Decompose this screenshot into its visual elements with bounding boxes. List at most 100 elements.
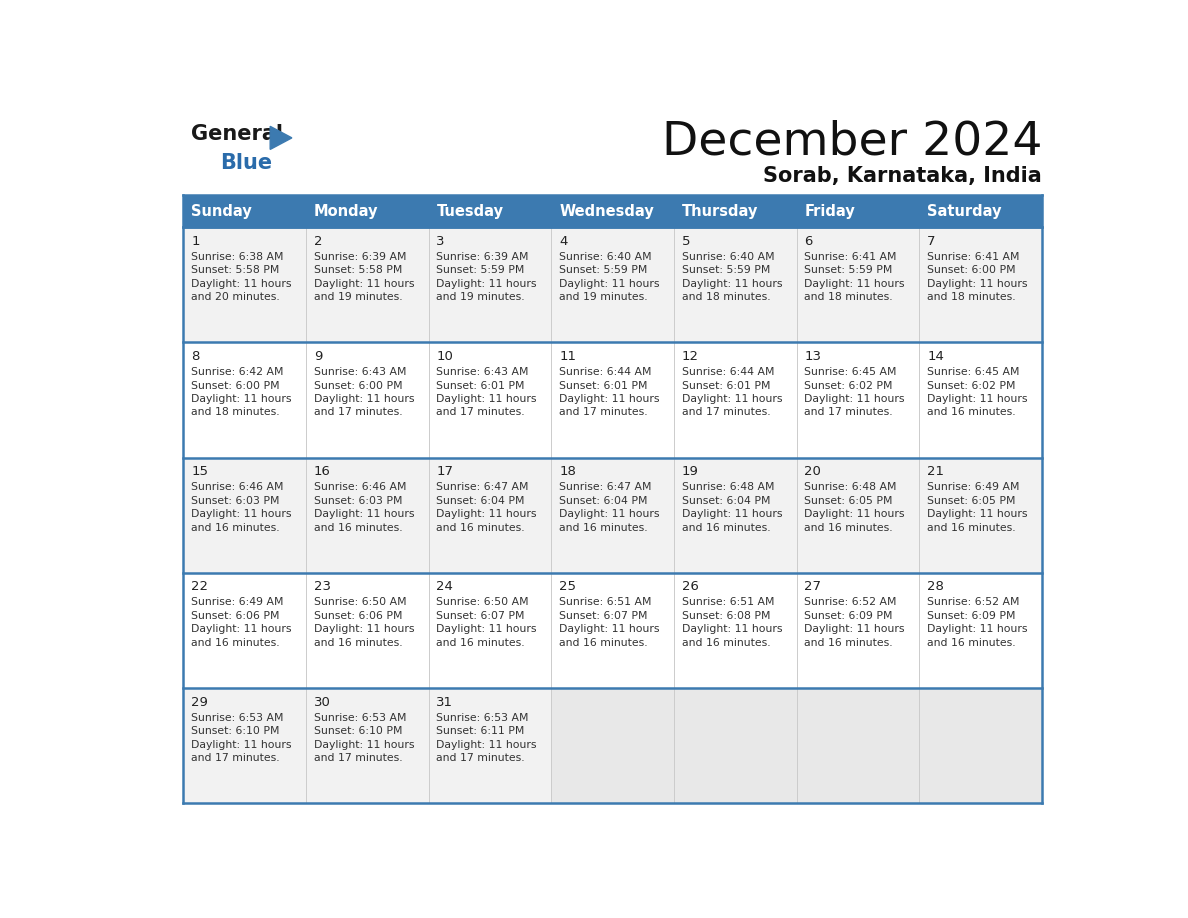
Text: Sunset: 6:09 PM: Sunset: 6:09 PM	[804, 610, 893, 621]
Text: Sunrise: 6:50 AM: Sunrise: 6:50 AM	[436, 598, 529, 608]
Text: Daylight: 11 hours: Daylight: 11 hours	[436, 740, 537, 750]
Text: Sunrise: 6:51 AM: Sunrise: 6:51 AM	[560, 598, 652, 608]
Text: and 16 minutes.: and 16 minutes.	[927, 522, 1016, 532]
Text: Sunrise: 6:45 AM: Sunrise: 6:45 AM	[804, 367, 897, 377]
Text: Sunset: 6:02 PM: Sunset: 6:02 PM	[927, 380, 1016, 390]
Text: and 17 minutes.: and 17 minutes.	[436, 408, 525, 418]
Text: and 16 minutes.: and 16 minutes.	[560, 522, 647, 532]
Text: and 16 minutes.: and 16 minutes.	[314, 638, 403, 648]
Text: Sunset: 6:01 PM: Sunset: 6:01 PM	[682, 380, 770, 390]
Text: Daylight: 11 hours: Daylight: 11 hours	[191, 279, 291, 289]
Text: 25: 25	[560, 580, 576, 593]
Text: 14: 14	[927, 350, 944, 364]
Text: Sunset: 6:00 PM: Sunset: 6:00 PM	[314, 380, 403, 390]
Text: Sunset: 6:10 PM: Sunset: 6:10 PM	[314, 726, 403, 736]
Bar	[674, 688, 797, 803]
Text: Daylight: 11 hours: Daylight: 11 hours	[191, 624, 291, 634]
Text: 26: 26	[682, 580, 699, 593]
Text: Sunset: 6:00 PM: Sunset: 6:00 PM	[191, 380, 279, 390]
Text: 2: 2	[314, 235, 322, 248]
Text: 5: 5	[682, 235, 690, 248]
Text: 9: 9	[314, 350, 322, 364]
Text: Sunrise: 6:40 AM: Sunrise: 6:40 AM	[560, 252, 652, 262]
Text: and 19 minutes.: and 19 minutes.	[560, 292, 647, 302]
Text: Sunset: 6:05 PM: Sunset: 6:05 PM	[804, 496, 893, 506]
Text: and 16 minutes.: and 16 minutes.	[927, 408, 1016, 418]
Text: Sunrise: 6:52 AM: Sunrise: 6:52 AM	[927, 598, 1019, 608]
Text: Blue: Blue	[221, 153, 273, 174]
Text: and 18 minutes.: and 18 minutes.	[927, 292, 1016, 302]
Text: Sunset: 6:04 PM: Sunset: 6:04 PM	[560, 496, 647, 506]
Bar	[797, 195, 920, 227]
Text: Daylight: 11 hours: Daylight: 11 hours	[682, 509, 783, 520]
Text: Daylight: 11 hours: Daylight: 11 hours	[804, 624, 905, 634]
Text: Daylight: 11 hours: Daylight: 11 hours	[560, 624, 659, 634]
Text: Sunrise: 6:42 AM: Sunrise: 6:42 AM	[191, 367, 284, 377]
Text: 3: 3	[436, 235, 446, 248]
Text: Sunrise: 6:47 AM: Sunrise: 6:47 AM	[436, 482, 529, 492]
Bar	[183, 457, 1042, 573]
Text: Sunset: 6:03 PM: Sunset: 6:03 PM	[314, 496, 403, 506]
Text: Monday: Monday	[314, 204, 378, 218]
Bar	[797, 688, 920, 803]
Text: 29: 29	[191, 696, 208, 709]
Text: December 2024: December 2024	[662, 119, 1042, 164]
Text: Sunrise: 6:53 AM: Sunrise: 6:53 AM	[314, 712, 406, 722]
Bar	[183, 688, 1042, 803]
Text: Daylight: 11 hours: Daylight: 11 hours	[314, 509, 415, 520]
Text: Sunrise: 6:40 AM: Sunrise: 6:40 AM	[682, 252, 775, 262]
Text: Daylight: 11 hours: Daylight: 11 hours	[191, 740, 291, 750]
Text: and 17 minutes.: and 17 minutes.	[804, 408, 893, 418]
Text: 8: 8	[191, 350, 200, 364]
Text: 20: 20	[804, 465, 821, 478]
Text: 18: 18	[560, 465, 576, 478]
Text: Sunset: 6:07 PM: Sunset: 6:07 PM	[560, 610, 647, 621]
Text: Sorab, Karnataka, India: Sorab, Karnataka, India	[764, 165, 1042, 185]
Text: Sunset: 6:07 PM: Sunset: 6:07 PM	[436, 610, 525, 621]
Text: Daylight: 11 hours: Daylight: 11 hours	[804, 394, 905, 404]
Text: Sunset: 6:02 PM: Sunset: 6:02 PM	[804, 380, 893, 390]
Text: Daylight: 11 hours: Daylight: 11 hours	[927, 394, 1028, 404]
Text: 23: 23	[314, 580, 330, 593]
Text: Sunrise: 6:45 AM: Sunrise: 6:45 AM	[927, 367, 1019, 377]
Text: 27: 27	[804, 580, 821, 593]
Text: Daylight: 11 hours: Daylight: 11 hours	[682, 279, 783, 289]
Bar	[183, 342, 1042, 457]
Bar	[183, 573, 1042, 688]
Text: Daylight: 11 hours: Daylight: 11 hours	[560, 509, 659, 520]
Text: Sunset: 5:58 PM: Sunset: 5:58 PM	[191, 265, 279, 275]
Text: Daylight: 11 hours: Daylight: 11 hours	[682, 394, 783, 404]
Bar	[551, 688, 674, 803]
Text: 7: 7	[927, 235, 936, 248]
Text: 6: 6	[804, 235, 813, 248]
Text: 19: 19	[682, 465, 699, 478]
Text: Daylight: 11 hours: Daylight: 11 hours	[804, 279, 905, 289]
Text: Sunrise: 6:46 AM: Sunrise: 6:46 AM	[314, 482, 406, 492]
Text: Sunrise: 6:41 AM: Sunrise: 6:41 AM	[927, 252, 1019, 262]
Text: 16: 16	[314, 465, 330, 478]
Text: 4: 4	[560, 235, 568, 248]
Text: Sunset: 6:04 PM: Sunset: 6:04 PM	[682, 496, 770, 506]
Text: 24: 24	[436, 580, 454, 593]
Text: Sunrise: 6:53 AM: Sunrise: 6:53 AM	[191, 712, 284, 722]
Text: Daylight: 11 hours: Daylight: 11 hours	[804, 509, 905, 520]
Polygon shape	[270, 127, 292, 150]
Text: Sunrise: 6:49 AM: Sunrise: 6:49 AM	[191, 598, 284, 608]
Text: General: General	[191, 124, 283, 144]
Text: Sunset: 6:04 PM: Sunset: 6:04 PM	[436, 496, 525, 506]
Text: Sunset: 6:06 PM: Sunset: 6:06 PM	[314, 610, 403, 621]
Text: 1: 1	[191, 235, 200, 248]
Bar	[551, 195, 674, 227]
Bar	[674, 195, 797, 227]
Text: and 18 minutes.: and 18 minutes.	[191, 408, 279, 418]
Bar	[920, 688, 1042, 803]
Text: Sunset: 5:59 PM: Sunset: 5:59 PM	[804, 265, 893, 275]
Text: and 16 minutes.: and 16 minutes.	[804, 522, 893, 532]
Text: Sunrise: 6:53 AM: Sunrise: 6:53 AM	[436, 712, 529, 722]
Text: Sunset: 6:03 PM: Sunset: 6:03 PM	[191, 496, 279, 506]
Text: Tuesday: Tuesday	[436, 204, 504, 218]
Text: and 17 minutes.: and 17 minutes.	[314, 408, 403, 418]
Text: 15: 15	[191, 465, 208, 478]
Text: 12: 12	[682, 350, 699, 364]
Text: Sunrise: 6:39 AM: Sunrise: 6:39 AM	[436, 252, 529, 262]
